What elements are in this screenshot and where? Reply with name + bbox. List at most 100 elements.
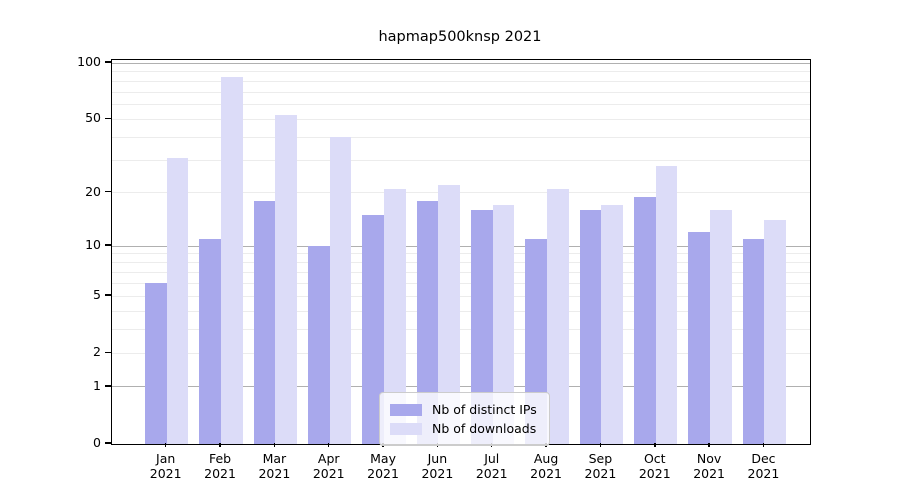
x-tick-year-nov: 2021	[693, 466, 725, 481]
bar-downloads-may	[384, 188, 406, 444]
y-tick-label-50: 50	[85, 110, 101, 126]
gridline-minor-40	[112, 136, 810, 138]
gridline-minor-9	[112, 253, 810, 255]
x-tick-year-dec: 2021	[747, 466, 780, 481]
x-tick-year-may: 2021	[367, 466, 399, 481]
legend: Nb of distinct IPs Nb of downloads	[379, 392, 550, 446]
x-tick-label-oct: Oct 2021	[625, 451, 685, 481]
bar-downloads-aug	[547, 188, 569, 444]
y-tick-label-0: 0	[93, 435, 101, 450]
bar-downloads-jun	[438, 185, 461, 444]
legend-swatch-downloads	[390, 422, 422, 435]
x-tick-jan	[164, 443, 167, 447]
y-tick-10	[105, 244, 111, 246]
bar-distinct-ips-sep	[579, 210, 602, 444]
x-tick-nov	[708, 443, 710, 447]
plot-area	[111, 59, 811, 445]
x-tick-year-jul: 2021	[475, 466, 508, 481]
gridline-major-1	[112, 386, 810, 388]
x-tick-year-jan: 2021	[149, 466, 182, 481]
bar-distinct-ips-nov	[688, 232, 711, 444]
bar-distinct-ips-oct	[634, 196, 656, 444]
bar-downloads-nov	[710, 210, 732, 444]
y-tick-1	[105, 385, 111, 387]
legend-entry-distinct-ips: Nb of distinct IPs	[390, 400, 537, 419]
bar-distinct-ips-feb	[199, 238, 222, 444]
x-tick-oct	[654, 443, 656, 447]
gridline-minor-8	[112, 262, 810, 264]
y-tick-label-20: 20	[85, 183, 101, 199]
bar-distinct-ips-dec	[742, 238, 765, 444]
x-tick-label-nov: Nov 2021	[679, 451, 739, 481]
x-tick-year-mar: 2021	[258, 466, 291, 481]
bar-downloads-jan	[166, 157, 189, 444]
bar-downloads-sep	[601, 205, 624, 444]
gridline-minor-5	[112, 295, 810, 297]
bar-downloads-feb	[221, 77, 243, 444]
gridline-minor-80	[112, 80, 810, 82]
x-tick-year-apr: 2021	[312, 466, 345, 481]
legend-label-downloads: Nb of downloads	[432, 421, 537, 436]
y-tick-label-100: 100	[77, 54, 101, 69]
x-tick-year-jun: 2021	[421, 466, 454, 481]
legend-entry-downloads: Nb of downloads	[390, 419, 537, 438]
x-tick-sep	[599, 443, 602, 447]
x-tick-year-aug: 2021	[530, 466, 562, 481]
bar-downloads-apr	[329, 137, 352, 444]
bar-downloads-jul	[492, 205, 515, 444]
bar-downloads-dec	[764, 220, 787, 444]
bar-distinct-ips-jan	[145, 283, 167, 444]
y-tick-label-10: 10	[85, 237, 101, 253]
bar-distinct-ips-apr	[308, 246, 330, 444]
y-tick-label-1: 1	[93, 377, 101, 393]
x-tick-dec	[762, 443, 765, 447]
x-tick-label-apr: Apr 2021	[299, 451, 359, 481]
gridline-minor-70	[112, 91, 810, 93]
y-tick-0	[105, 442, 111, 444]
y-tick-50	[105, 117, 111, 120]
y-tick-label-5: 5	[93, 287, 101, 303]
x-tick-year-sep: 2021	[584, 466, 617, 481]
x-tick-label-sep: Sep 2021	[570, 451, 630, 481]
gridline-minor-90	[112, 71, 810, 73]
bar-distinct-ips-jun	[416, 200, 439, 444]
gridline-minor-6	[112, 282, 810, 284]
x-tick-label-mar: Mar 2021	[244, 451, 304, 481]
chart-title: hapmap500knsp 2021	[378, 29, 542, 45]
bar-distinct-ips-jul	[471, 210, 493, 444]
bar-downloads-mar	[275, 114, 298, 444]
y-tick-label-2: 2	[93, 344, 101, 360]
y-tick-5	[105, 294, 111, 296]
gridline-minor-60	[112, 104, 810, 106]
gridline-minor-4	[112, 310, 810, 312]
x-tick-label-jun: Jun 2021	[407, 451, 467, 481]
bar-downloads-oct	[655, 166, 678, 444]
y-tick-100	[105, 61, 111, 63]
gridline-major-100	[112, 62, 810, 64]
x-tick-feb	[219, 443, 221, 447]
bar-distinct-ips-may	[362, 215, 385, 444]
x-tick-label-aug: Aug 2021	[516, 451, 576, 481]
x-tick-year-oct: 2021	[638, 466, 671, 481]
x-tick-year-feb: 2021	[204, 466, 236, 481]
x-tick-label-feb: Feb 2021	[190, 451, 250, 481]
gridline-minor-50	[112, 118, 810, 120]
legend-label-distinct-ips: Nb of distinct IPs	[432, 402, 537, 417]
y-tick-2	[105, 351, 111, 354]
x-tick-mar	[273, 443, 276, 447]
gridline-minor-20	[112, 192, 810, 194]
x-tick-label-jan: Jan 2021	[136, 451, 196, 481]
x-tick-apr	[327, 443, 330, 447]
gridline-major-10	[112, 245, 810, 247]
bar-distinct-ips-mar	[253, 200, 276, 444]
x-tick-label-may: May 2021	[353, 451, 413, 481]
x-tick-label-jul: Jul 2021	[462, 451, 522, 481]
gridline-minor-3	[112, 329, 810, 331]
x-tick-label-dec: Dec 2021	[733, 451, 793, 481]
gridline-minor-2	[112, 352, 810, 354]
legend-swatch-distinct-ips	[390, 403, 422, 416]
gridline-minor-7	[112, 271, 810, 273]
gridline-minor-30	[112, 160, 810, 162]
y-tick-20	[105, 190, 111, 193]
